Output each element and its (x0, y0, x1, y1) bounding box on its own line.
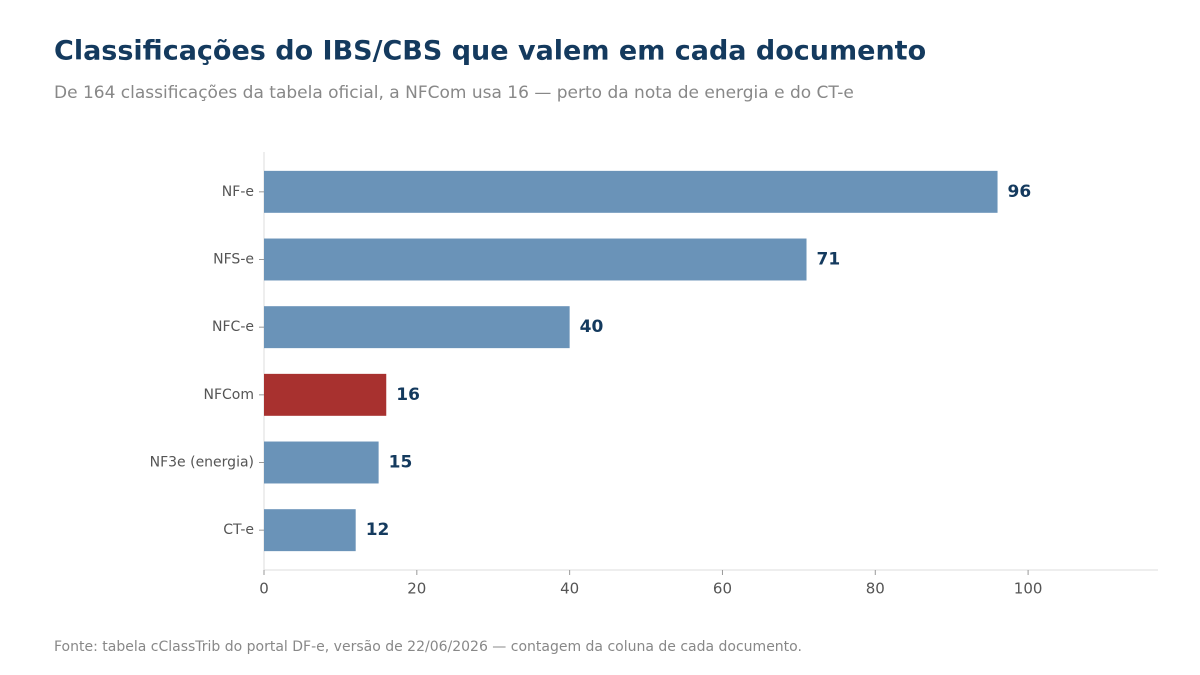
chart-subtitle: De 164 classificações da tabela oficial,… (54, 83, 854, 103)
y-tick-label: NFS-e (213, 252, 254, 268)
y-tick-label: NFCom (203, 387, 254, 403)
source-note: Fonte: tabela cClassTrib do portal DF-e,… (54, 639, 802, 655)
value-label: 12 (366, 520, 390, 540)
value-label: 15 (389, 453, 413, 473)
bar (264, 170, 998, 213)
x-tick-label: 40 (560, 580, 579, 598)
value-label: 71 (817, 250, 841, 270)
x-tick-label: 80 (866, 580, 885, 598)
bar (264, 373, 387, 416)
x-tick-label: 100 (1014, 580, 1043, 598)
chart-title: Classificações do IBS/CBS que valem em c… (54, 36, 926, 67)
y-tick-label: CT-e (223, 522, 254, 538)
x-tick-label: 20 (407, 580, 426, 598)
x-tick-label: 0 (259, 580, 269, 598)
value-label: 96 (1008, 182, 1032, 202)
bar (264, 441, 379, 484)
value-label: 40 (580, 317, 604, 337)
y-tick-label: NF3e (energia) (150, 455, 254, 471)
bar (264, 509, 356, 552)
value-label: 16 (396, 385, 420, 405)
y-tick-label: NF-e (222, 184, 254, 200)
bar (264, 238, 807, 281)
x-tick-label: 60 (713, 580, 732, 598)
y-tick-label: NFC-e (212, 319, 254, 335)
bar (264, 306, 570, 349)
